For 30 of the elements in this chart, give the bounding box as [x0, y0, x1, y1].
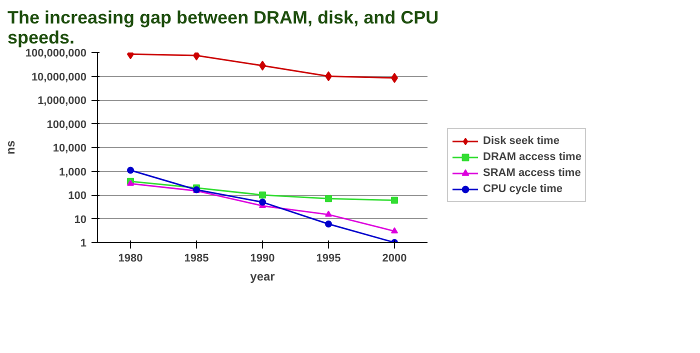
- legend-label: Disk seek time: [483, 134, 560, 149]
- point: [259, 192, 266, 198]
- y-tick-label: 100,000: [46, 118, 87, 131]
- point: [259, 198, 266, 206]
- point: [325, 210, 332, 217]
- point: [325, 195, 332, 202]
- x-tick-label: 1980: [118, 252, 143, 264]
- y-tick-label: 1,000: [58, 166, 87, 178]
- point: [127, 166, 134, 174]
- y-tick-label: 100,000,000: [25, 48, 86, 60]
- x-axis-title: year: [250, 270, 276, 284]
- x-tick-label: 2000: [382, 252, 407, 264]
- chart-title: The increasing gap between DRAM, disk, and CPU speeds.: [8, 8, 439, 48]
- point: [193, 52, 200, 60]
- y-axis-title: ns: [3, 140, 18, 154]
- point: [391, 196, 398, 204]
- y-tick-label: 1,000,000: [38, 95, 86, 107]
- x-tick-label: 1985: [184, 252, 209, 264]
- y-tick-label: 10,000: [52, 142, 87, 154]
- x-tick-label: 1990: [250, 252, 275, 264]
- point: [391, 227, 398, 234]
- legend-label: CPU cycle time: [483, 182, 562, 197]
- y-tick-label: 10: [74, 214, 87, 226]
- legend-label: DRAM access time: [483, 150, 582, 165]
- legend-label: SRAM access time: [483, 166, 581, 181]
- y-tick-label: 10,000,000: [31, 71, 87, 84]
- y-tick-label: 100: [68, 190, 87, 202]
- point: [325, 220, 332, 228]
- x-tick-label: 1995: [316, 252, 341, 264]
- y-tick-label: 1: [80, 238, 87, 250]
